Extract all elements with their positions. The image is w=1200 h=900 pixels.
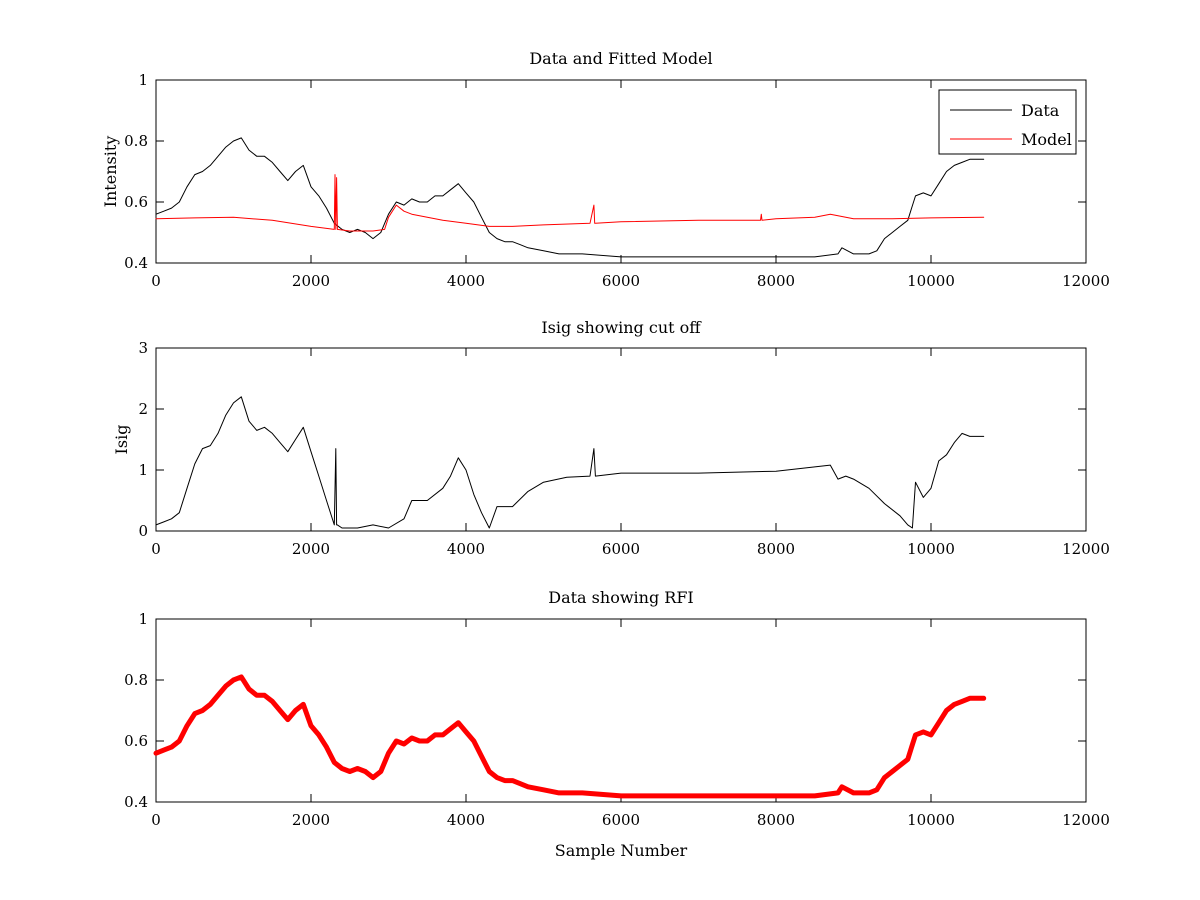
legend-box (938, 89, 1077, 155)
y-tick-label: 0.4 (124, 254, 148, 272)
y-tick-label: 1 (138, 610, 148, 628)
x-tick-label: 4000 (447, 811, 485, 829)
x-tick-label: 4000 (447, 272, 485, 290)
panel-isig-showing-cut-off: Isig showing cut off Isig 0 2000 4000 6000 8… (112, 318, 1110, 558)
y-tick-label: 0.8 (124, 671, 148, 689)
axis-ticks-2: 0 2000 4000 6000 8000 10000 12000 0 1 2 3 (138, 339, 1109, 558)
x-tick-label: 6000 (602, 272, 640, 290)
x-tick-label: 10000 (907, 811, 955, 829)
x-tick-label: 2000 (292, 272, 330, 290)
y-tick-label: 0.6 (124, 732, 148, 750)
x-axis-label-3: Sample Number (555, 841, 688, 860)
x-tick-label: 8000 (757, 272, 795, 290)
y-tick-label: 3 (138, 339, 148, 357)
panel-data-showing-rfi: Data showing RFI Sample Number 0 2000 4000… (124, 588, 1110, 860)
chart-title-2: Isig showing cut off (541, 318, 702, 337)
axis-ticks-1: 0 2000 4000 6000 8000 10000 12000 0.4 0.6 0.8 1 (124, 71, 1110, 290)
x-tick-label: 12000 (1062, 272, 1110, 290)
y-tick-label: 0.8 (124, 132, 148, 150)
y-axis-label-2: Isig (112, 425, 131, 455)
chart-title-1: Data and Fitted Model (529, 49, 712, 68)
series-line-model (155, 174, 985, 232)
axis-ticks-3: 0 2000 4000 6000 8000 10000 12000 0.4 0.6 0.8 1 (124, 610, 1110, 829)
y-tick-label: 1 (138, 461, 148, 479)
y-tick-label: 0 (138, 522, 148, 540)
y-tick-label: 2 (138, 400, 148, 418)
series-line-main (155, 396, 985, 529)
axes-box-3 (155, 618, 1087, 803)
series-lines-2 (155, 396, 985, 529)
series-lines-1 (155, 137, 985, 258)
x-tick-label: 12000 (1062, 540, 1110, 558)
x-tick-label: 10000 (907, 540, 955, 558)
y-axis-label-1: Intensity (101, 136, 120, 208)
x-tick-label: 0 (151, 272, 161, 290)
series-line-main (153, 674, 987, 799)
legend-label-data: Data (1021, 101, 1060, 120)
x-tick-label: 2000 (292, 811, 330, 829)
x-tick-label: 8000 (757, 540, 795, 558)
x-tick-label: 6000 (602, 811, 640, 829)
x-tick-label: 0 (151, 540, 161, 558)
x-tick-label: 0 (151, 811, 161, 829)
panel-data-and-fitted-model: Data and Fitted Model Intensity 0 2000 400… (101, 49, 1110, 290)
y-tick-label: 0.6 (124, 193, 148, 211)
legend: Data Model (938, 89, 1077, 155)
x-tick-label: 6000 (602, 540, 640, 558)
x-tick-label: 8000 (757, 811, 795, 829)
legend-label-model: Model (1021, 130, 1072, 149)
y-tick-label: 1 (138, 71, 148, 89)
y-tick-label: 0.4 (124, 793, 148, 811)
x-tick-label: 10000 (907, 272, 955, 290)
series-lines-3 (153, 674, 987, 799)
series-line-data (155, 137, 985, 258)
axes-box-2 (155, 347, 1087, 532)
x-tick-label: 4000 (447, 540, 485, 558)
x-tick-label: 12000 (1062, 811, 1110, 829)
chart-title-3: Data showing RFI (548, 588, 693, 607)
x-tick-label: 2000 (292, 540, 330, 558)
axes-box-1 (155, 79, 1087, 264)
